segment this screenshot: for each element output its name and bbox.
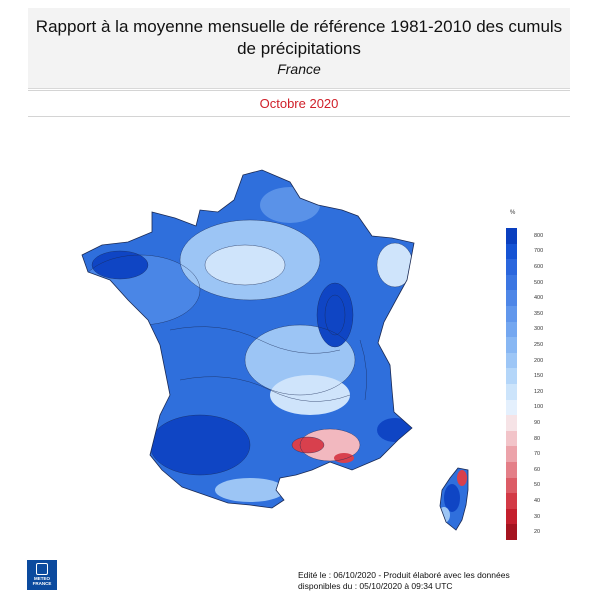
legend-swatch-70 xyxy=(506,446,517,463)
logo-mark-icon xyxy=(36,563,48,575)
legend-swatch-40 xyxy=(506,493,517,510)
legend-label-500: 500 xyxy=(534,279,544,286)
legend-label-20: 20 xyxy=(534,529,541,536)
legend-label-300: 300 xyxy=(534,326,544,333)
aquitaine-dark xyxy=(150,415,250,475)
legend-swatch-50 xyxy=(506,477,517,494)
legend-swatch-500 xyxy=(506,274,517,291)
legend-swatch-800 xyxy=(506,228,517,245)
legend-colorbar xyxy=(506,228,517,541)
base-fill xyxy=(82,170,414,508)
legend-swatch-250 xyxy=(506,337,517,354)
legend-label-700: 700 xyxy=(534,248,544,255)
page-subtitle: France xyxy=(277,61,321,77)
contour-lines xyxy=(82,219,414,476)
legend-label-30: 30 xyxy=(534,513,541,520)
france-outline xyxy=(81,169,415,509)
legend-label-40: 40 xyxy=(534,498,541,504)
legend-swatch-90 xyxy=(506,415,517,432)
corsica-outline xyxy=(439,467,469,531)
legend-swatch-120 xyxy=(506,384,517,401)
legend-label-80: 80 xyxy=(534,435,541,442)
mainland-france xyxy=(82,170,414,508)
alsace-pale xyxy=(377,243,413,287)
burgundy-dark xyxy=(317,283,353,347)
pyrenees-light xyxy=(215,478,285,502)
header: Rapport à la moyenne mensuelle de référe… xyxy=(28,8,570,89)
paris-basin-pale xyxy=(205,245,285,285)
legend-label-150: 150 xyxy=(534,373,544,380)
brittany-dark xyxy=(92,251,148,279)
provence-red xyxy=(334,453,354,463)
legend-swatch-200 xyxy=(506,352,517,369)
edition-line2: disponibles du : 05/10/2020 à 09:34 UTC xyxy=(298,581,453,591)
legend-label-350: 350 xyxy=(534,310,544,317)
legend-swatch-100 xyxy=(506,399,517,416)
legend-swatch-350 xyxy=(506,306,517,323)
legend-label-120: 120 xyxy=(534,388,544,395)
cevennes-red xyxy=(292,437,324,453)
legend-label-50: 50 xyxy=(534,482,541,489)
meteo-france-logo: METEO FRANCE xyxy=(27,560,57,590)
divider-top xyxy=(28,90,570,91)
legend-swatch-30 xyxy=(506,508,517,525)
legend-swatch-80 xyxy=(506,430,517,447)
central-pale xyxy=(270,375,350,415)
legend-swatch-150 xyxy=(506,368,517,385)
page-title: Rapport à la moyenne mensuelle de référe… xyxy=(35,17,563,58)
legend-swatch-300 xyxy=(506,321,517,338)
legend-label-100: 100 xyxy=(534,404,544,411)
legend-swatch-400 xyxy=(506,290,517,307)
legend-swatch-600 xyxy=(506,259,517,276)
legend-label-200: 200 xyxy=(534,357,544,364)
edition-info: Edité le : 06/10/2020 - Produit élaboré … xyxy=(298,570,558,592)
legend-swatch-20 xyxy=(506,524,517,541)
legend-label-800: 800 xyxy=(534,232,544,239)
legend-unit: % xyxy=(510,210,516,216)
edition-line1: Edité le : 06/10/2020 - Produit élaboré … xyxy=(298,570,510,580)
logo-line1: METEO xyxy=(33,576,50,581)
period-label: Octobre 2020 xyxy=(259,96,339,111)
south-pink xyxy=(300,429,360,461)
legend-label-60: 60 xyxy=(534,466,541,473)
legend-label-250: 250 xyxy=(534,342,544,348)
legend-label-400: 400 xyxy=(534,295,544,302)
legend-label-90: 90 xyxy=(534,420,541,426)
alpes-maritimes-dark xyxy=(377,418,413,442)
legend-label-70: 70 xyxy=(534,451,541,458)
north-zone xyxy=(260,187,320,223)
logo-line2: FRANCE xyxy=(32,581,52,586)
divider-bottom xyxy=(28,116,570,117)
legend-swatch-60 xyxy=(506,462,517,479)
legend-label-600: 600 xyxy=(534,264,544,270)
legend-swatch-700 xyxy=(506,243,517,260)
